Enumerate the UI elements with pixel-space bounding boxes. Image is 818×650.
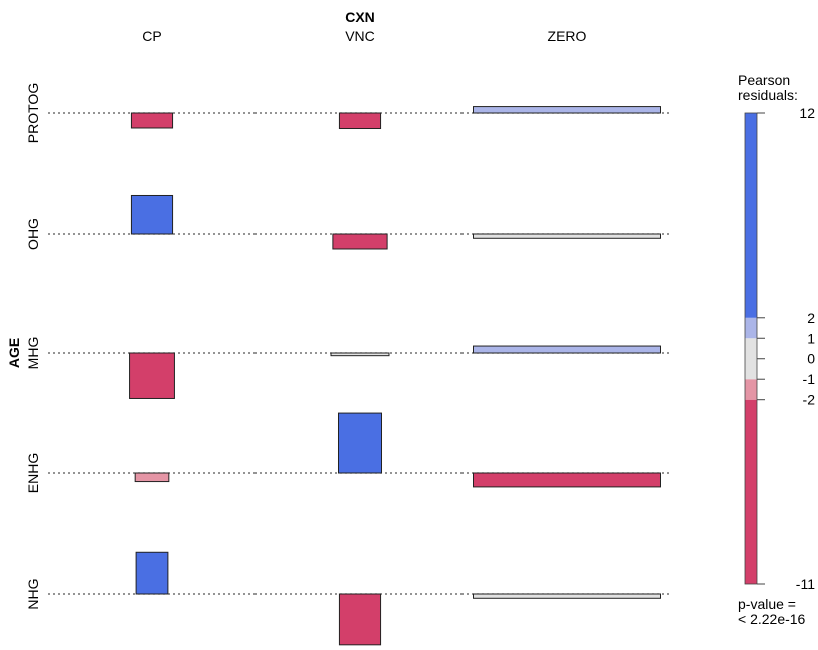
- residual-bar: [330, 352, 390, 357]
- row-label: OHG: [25, 218, 41, 250]
- legend-title: Pearson: [738, 72, 790, 88]
- legend-color-band: [745, 338, 757, 380]
- legend-tick-label: -2: [803, 392, 816, 408]
- legend-color-band: [745, 399, 757, 584]
- residual-bar: [473, 345, 661, 354]
- residual-bar: [135, 551, 169, 595]
- legend-color-band: [745, 113, 757, 318]
- plot-area: CXN CP VNC ZERO AGE PROTOG OHG MHG ENHG NHG: [6, 9, 670, 646]
- residual-bar: [473, 472, 661, 488]
- legend-color-band: [745, 379, 757, 400]
- residual-bar: [129, 352, 175, 399]
- residual-bar: [338, 593, 382, 646]
- p-value-text: p-value =: [738, 596, 796, 612]
- legend-bar-outline: [744, 112, 758, 585]
- legend-tick-label: 2: [807, 310, 815, 326]
- residual-bar: [332, 233, 388, 250]
- row-label: NHG: [25, 578, 41, 609]
- residual-bar: [130, 112, 174, 129]
- residual-bar: [473, 233, 661, 239]
- residual-bar: [473, 106, 661, 114]
- row-label: ENHG: [25, 453, 41, 493]
- row-label: MHG: [25, 337, 41, 370]
- p-value-text: < 2.22e-16: [738, 611, 806, 627]
- legend-tick-label: -1: [803, 371, 816, 387]
- column-label: VNC: [345, 28, 375, 44]
- legend-color-band: [745, 317, 757, 339]
- residual-bar: [338, 112, 382, 130]
- residual-bar: [473, 593, 661, 599]
- residual-bar: [130, 194, 174, 235]
- row-label: PROTOG: [25, 83, 41, 143]
- column-label: ZERO: [548, 28, 587, 44]
- legend-title: residuals:: [738, 87, 798, 103]
- legend-tick-label: 0: [807, 351, 815, 367]
- legend-tick-label: -11: [796, 576, 815, 592]
- residual-bar: [134, 472, 170, 483]
- legend-tick-label: 12: [799, 105, 815, 121]
- column-variable-label: CXN: [345, 9, 375, 25]
- row-variable-label: AGE: [6, 338, 22, 368]
- residual-bar: [337, 412, 383, 474]
- column-label: CP: [142, 28, 161, 44]
- legend-tick-label: 1: [807, 330, 815, 346]
